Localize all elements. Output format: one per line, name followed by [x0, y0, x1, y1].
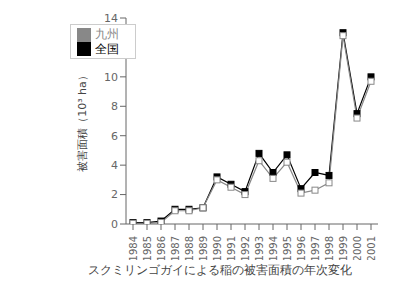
svg-text:10: 10 [104, 71, 118, 84]
svg-text:1991: 1991 [226, 236, 237, 260]
svg-text:1998: 1998 [324, 236, 335, 260]
svg-text:6: 6 [111, 130, 118, 143]
svg-text:1996: 1996 [296, 236, 307, 260]
svg-text:2000: 2000 [352, 236, 363, 260]
svg-text:0: 0 [111, 218, 118, 231]
svg-text:12: 12 [104, 41, 118, 54]
svg-text:4: 4 [111, 159, 118, 172]
svg-text:1992: 1992 [240, 236, 251, 260]
svg-text:1986: 1986 [156, 236, 167, 260]
svg-text:1984: 1984 [128, 236, 139, 260]
svg-text:8: 8 [111, 100, 118, 113]
svg-text:2: 2 [111, 188, 118, 201]
svg-text:1988: 1988 [184, 236, 195, 260]
svg-text:1987: 1987 [170, 236, 181, 260]
svg-text:1995: 1995 [282, 236, 293, 260]
svg-text:1999: 1999 [338, 236, 349, 260]
svg-text:1985: 1985 [142, 236, 153, 260]
svg-text:14: 14 [104, 12, 118, 25]
svg-text:1989: 1989 [198, 236, 209, 260]
svg-text:1997: 1997 [310, 236, 321, 260]
svg-text:被害面積（10³ ha）: 被害面積（10³ ha） [76, 70, 89, 172]
svg-text:1993: 1993 [254, 236, 265, 260]
svg-text:1990: 1990 [212, 236, 223, 260]
svg-text:2001: 2001 [366, 236, 377, 260]
svg-text:1994: 1994 [268, 236, 279, 260]
